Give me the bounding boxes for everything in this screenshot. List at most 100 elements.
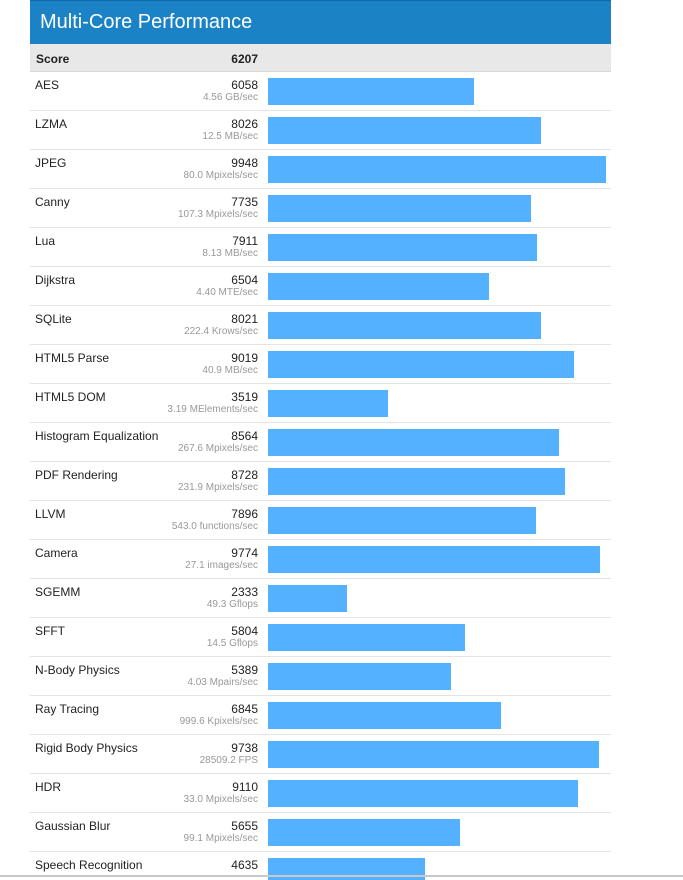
benchmark-rate: 14.5 Gflops [206,638,258,649]
benchmark-row: JPEG 9948 80.0 Mpixels/sec [30,150,611,189]
benchmark-name: LLVM [35,507,66,521]
benchmark-row: N-Body Physics 5389 4.03 Mpairs/sec [30,657,611,696]
benchmark-row: Camera 9774 27.1 images/sec [30,540,611,579]
benchmark-rate: 107.3 Mpixels/sec [177,209,258,220]
benchmark-row: Dijkstra 6504 4.40 MTE/sec [30,267,611,306]
benchmark-rate: 8.13 MB/sec [202,248,258,259]
benchmark-bar [268,585,347,612]
benchmark-score: 2333 [231,585,258,599]
benchmark-row: PDF Rendering 8728 231.9 Mpixels/sec [30,462,611,501]
benchmark-score: 9738 [231,741,258,755]
benchmark-rate: 27.1 images/sec [185,560,258,571]
benchmark-row: HDR 9110 33.0 Mpixels/sec [30,774,611,813]
benchmark-bar [268,390,388,417]
benchmark-name: AES [35,78,60,92]
total-score-value: 6207 [231,52,258,66]
benchmark-rate: 3.19 MElements/sec [167,404,258,415]
benchmark-name: N-Body Physics [35,663,120,677]
benchmark-score: 9774 [231,546,258,560]
benchmark-row: Ray Tracing 6845 999.6 Kpixels/sec [30,696,611,735]
benchmark-row: Speech Recognition 4635 [30,852,611,880]
benchmark-bar [268,273,489,300]
benchmark-score: 9110 [232,780,258,794]
chart-title: Multi-Core Performance [40,11,253,33]
score-label: Score [36,52,70,66]
benchmark-row: HTML5 Parse 9019 40.9 MB/sec [30,345,611,384]
benchmark-row: Lua 7911 8.13 MB/sec [30,228,611,267]
benchmark-score: 4635 [231,858,258,872]
total-score-row: Score 6207 [30,44,611,72]
benchmark-rate: 99.1 Mpixels/sec [183,833,258,844]
title-bar: Multi-Core Performance [30,0,611,44]
benchmark-rate: 28509.2 FPS [199,755,258,766]
benchmark-name: HTML5 DOM [35,390,106,404]
benchmark-score: 8021 [231,312,258,326]
benchmark-row: SFFT 5804 14.5 Gflops [30,618,611,657]
benchmark-name: Speech Recognition [35,858,143,872]
benchmark-name: SQLite [35,312,72,326]
benchmark-row: Gaussian Blur 5655 99.1 Mpixels/sec [30,813,611,852]
benchmark-name: HDR [35,780,61,794]
benchmark-row: AES 6058 4.56 GB/sec [30,72,611,111]
benchmark-score: 8564 [231,429,258,443]
benchmark-bar [268,156,606,183]
benchmark-name: Camera [35,546,78,560]
benchmark-score: 6058 [231,78,258,92]
benchmark-row: SQLite 8021 222.4 Krows/sec [30,306,611,345]
benchmark-rate: 33.0 Mpixels/sec [183,794,258,805]
benchmark-bar [268,468,565,495]
benchmark-bar [268,78,474,105]
benchmark-rate: 543.0 functions/sec [171,521,258,532]
benchmark-bar [268,546,600,573]
benchmark-score: 8728 [231,468,258,482]
benchmark-bar [268,741,599,768]
benchmark-bar [268,819,460,846]
benchmark-bar [268,702,501,729]
benchmark-bar [268,429,559,456]
benchmark-rate: 222.4 Krows/sec [184,326,258,337]
benchmark-name: Dijkstra [35,273,76,287]
benchmark-rate: 80.0 Mpixels/sec [183,170,258,181]
benchmark-name: Lua [35,234,56,248]
benchmark-bar [268,624,465,651]
benchmark-bar [268,507,536,534]
benchmark-score: 7896 [231,507,258,521]
benchmark-name: Canny [35,195,70,209]
benchmark-score: 5804 [231,624,258,638]
benchmark-name: LZMA [35,117,68,131]
benchmark-name: JPEG [35,156,67,170]
benchmark-score: 9948 [231,156,258,170]
benchmark-bar [268,195,531,222]
benchmark-row: LZMA 8026 12.5 MB/sec [30,111,611,150]
benchmark-name: Gaussian Blur [35,819,111,833]
benchmark-bar [268,351,574,378]
benchmark-row: Rigid Body Physics 9738 28509.2 FPS [30,735,611,774]
benchmark-row: HTML5 DOM 3519 3.19 MElements/sec [30,384,611,423]
benchmark-score: 9019 [231,351,258,365]
benchmark-rate: 40.9 MB/sec [202,365,258,376]
benchmark-rate: 4.03 Mpairs/sec [187,677,258,688]
benchmark-bar [268,117,541,144]
benchmark-name: Histogram Equalization [35,429,159,443]
benchmark-name: Ray Tracing [35,702,100,716]
benchmark-name: SGEMM [35,585,81,599]
benchmark-score: 6845 [231,702,258,716]
benchmark-rate: 12.5 MB/sec [202,131,258,142]
bottom-divider [0,875,683,877]
benchmark-score: 5389 [231,663,258,677]
benchmark-name: HTML5 Parse [35,351,110,365]
benchmark-rate: 4.40 MTE/sec [196,287,258,298]
benchmark-row: LLVM 7896 543.0 functions/sec [30,501,611,540]
benchmark-bar [268,234,537,261]
benchmark-row: Canny 7735 107.3 Mpixels/sec [30,189,611,228]
benchmark-bar [268,780,578,807]
benchmark-rate: 231.9 Mpixels/sec [177,482,258,493]
benchmark-score: 5655 [231,819,258,833]
benchmark-rate: 49.3 Gflops [206,599,258,610]
benchmark-bar [268,858,425,880]
benchmark-score: 6504 [231,273,258,287]
benchmark-panel: Multi-Core Performance Score 6207 AES 605… [30,0,611,880]
benchmark-score: 7911 [232,234,258,248]
benchmark-name: PDF Rendering [35,468,118,482]
benchmark-name: SFFT [35,624,65,638]
